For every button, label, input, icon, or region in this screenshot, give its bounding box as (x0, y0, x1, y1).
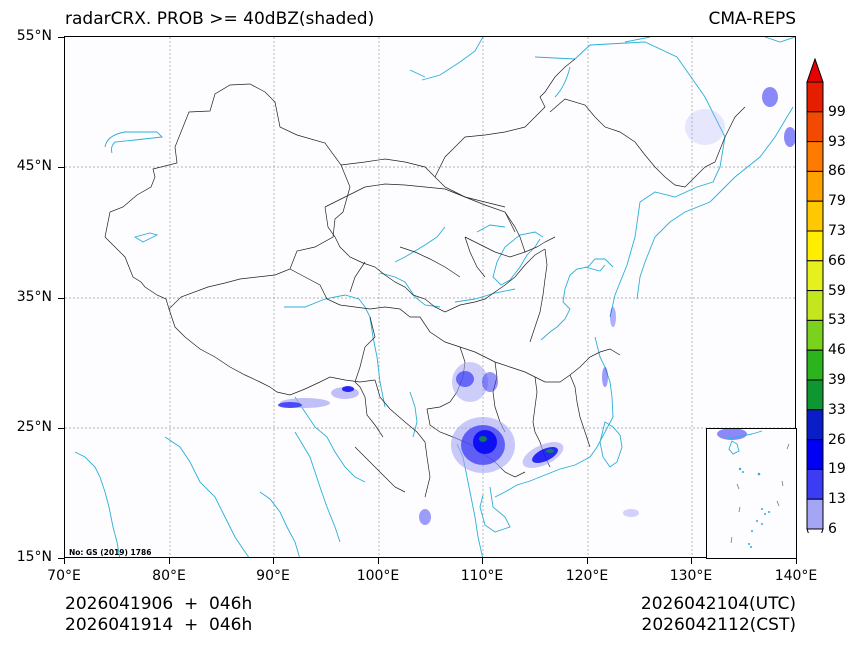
latitude-tick-label: 55°N (16, 28, 52, 44)
valid-time-cst: 2026042112(CST) (641, 615, 796, 635)
gridlines (65, 37, 795, 557)
init-time-utc: 2026041906 + 046h (65, 594, 253, 614)
latitude-tick-label: 15°N (16, 549, 52, 565)
plot-title: radarCRX. PROB >= 40dBZ(shaded) (65, 9, 375, 29)
south-china-sea-inset (706, 428, 797, 559)
admin-boundaries (104, 58, 746, 498)
valid-time-block: 2026042104(UTC) 2026042112(CST) (641, 594, 796, 636)
colorbar-level-label: 46 (828, 342, 846, 359)
colorbar-level-label: 26 (828, 431, 846, 448)
longitude-tick-label: 90°E (256, 568, 290, 584)
latitude-tick (58, 558, 64, 559)
colorbar-level-label: 99 (828, 103, 846, 120)
coastlines (74, 37, 795, 557)
longitude-tick-label: 140°E (774, 568, 818, 584)
inset-map (717, 428, 790, 548)
init-time-cst: 2026041914 + 046h (65, 615, 253, 635)
longitude-tick (482, 558, 483, 564)
latitude-tick (58, 298, 64, 299)
longitude-tick-label: 130°E (669, 568, 713, 584)
colorbar-level-label: 53 (828, 312, 846, 329)
longitude-tick-label: 120°E (565, 568, 609, 584)
colorbar-level-label: 86 (828, 163, 846, 180)
map-panel[interactable]: No: GS (2019) 1786 (64, 36, 796, 558)
probability-shading (278, 87, 795, 525)
colorbar-level-label: 93 (828, 133, 846, 150)
colorbar-level-label: 39 (828, 372, 846, 388)
longitude-tick (587, 558, 588, 564)
latitude-tick-label: 45°N (16, 158, 52, 174)
map-approval-stamp: No: GS (2019) 1786 (69, 548, 152, 557)
latitude-tick (58, 167, 64, 168)
longitude-tick (691, 558, 692, 564)
model-name: CMA-REPS (708, 9, 796, 29)
valid-time-utc: 2026042104(UTC) (640, 594, 796, 614)
colorbar-swatches (806, 57, 824, 555)
longitude-tick-label: 110°E (460, 568, 504, 584)
colorbar-level-label: 13 (828, 491, 846, 508)
longitude-tick-label: 100°E (356, 568, 400, 584)
latitude-tick-label: 35°N (16, 289, 52, 305)
longitude-tick (796, 558, 797, 564)
longitude-tick-label: 80°E (152, 568, 186, 584)
colorbar-level-label: 66 (828, 252, 846, 269)
colorbar-level-label: 6 (828, 521, 837, 537)
init-time-block: 2026041906 + 046h 2026041914 + 046h (65, 594, 252, 636)
longitude-tick (273, 558, 274, 564)
colorbar-level-label: 19 (828, 461, 846, 478)
map-canvas (65, 37, 795, 557)
longitude-tick (64, 558, 65, 564)
latitude-tick (58, 37, 64, 38)
longitude-tick-label: 70°E (47, 568, 81, 584)
colorbar (806, 57, 824, 555)
colorbar-level-label: 79 (828, 193, 846, 210)
colorbar-level-label: 73 (828, 223, 846, 239)
longitude-tick (169, 558, 170, 564)
longitude-tick (378, 558, 379, 564)
colorbar-level-label: 59 (828, 282, 846, 299)
colorbar-level-label: 33 (828, 401, 846, 418)
latitude-tick-label: 25°N (16, 419, 52, 435)
latitude-tick (58, 428, 64, 429)
